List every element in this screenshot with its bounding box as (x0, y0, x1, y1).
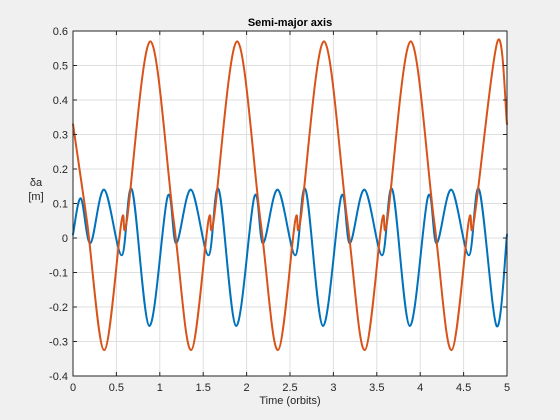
x-tick-label: 1 (157, 382, 163, 394)
x-tick-label: 3.5 (369, 382, 384, 394)
y-tick-label: 0.1 (53, 199, 68, 211)
x-tick-label: 5 (504, 382, 510, 394)
x-tick-labels: 0 0.5 1 1.5 2 2.5 3 3.5 4 4.5 5 (70, 382, 510, 394)
y-tick-label: 0.3 (53, 130, 68, 142)
y-tick-label: -0.2 (49, 302, 68, 314)
y-tick-label: 0.2 (53, 164, 68, 176)
x-tick-label: 4.5 (456, 382, 471, 394)
y-tick-label: 0 (62, 233, 68, 245)
x-tick-label: 0 (70, 382, 76, 394)
x-axis-label: Time (orbits) (259, 395, 320, 407)
y-tick-label: 0.4 (53, 95, 68, 107)
y-tick-label: 0.5 (53, 61, 68, 73)
ticks (72, 30, 508, 377)
x-tick-label: 2 (244, 382, 250, 394)
y-tick-label: -0.1 (49, 268, 68, 280)
x-tick-label: 0.5 (109, 382, 124, 394)
y-tick-label: -0.4 (49, 371, 68, 383)
chart-title: Semi-major axis (248, 17, 332, 29)
series-line-2 (72, 38, 508, 352)
y-axis-label-symbol: δa (30, 177, 43, 189)
x-tick-label: 2.5 (282, 382, 297, 394)
x-tick-label: 3 (330, 382, 336, 394)
y-tick-label: -0.3 (49, 337, 68, 349)
y-tick-labels: -0.4 -0.3 -0.2 -0.1 0 0.1 0.2 0.3 0.4 0.5 0.6 (49, 26, 68, 383)
x-tick-label: 4 (417, 382, 423, 394)
series-layer (72, 38, 508, 352)
y-axis-label-unit: [m] (28, 191, 43, 203)
x-tick-label: 1.5 (196, 382, 211, 394)
y-tick-label: 0.6 (53, 26, 68, 38)
